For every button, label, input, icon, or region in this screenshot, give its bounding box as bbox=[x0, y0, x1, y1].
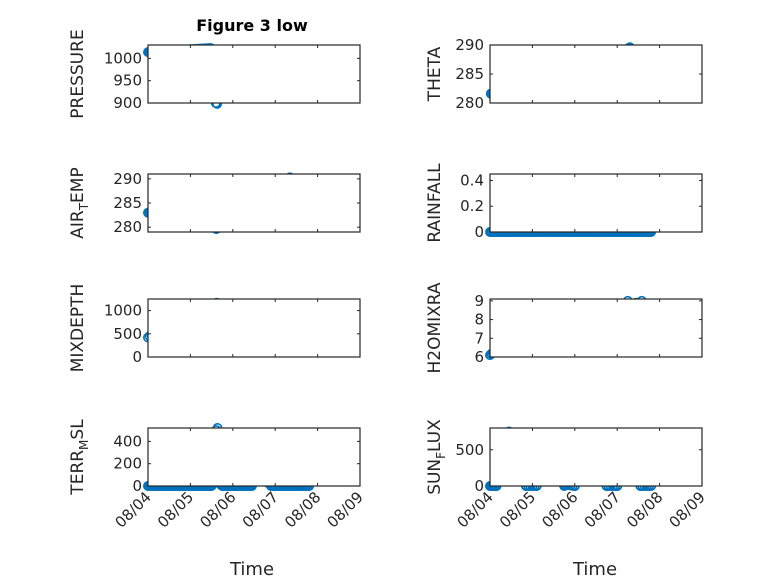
y-tick-label: 9 bbox=[474, 292, 484, 310]
axes-frame bbox=[489, 427, 703, 487]
y-tick-label: 0 bbox=[474, 223, 484, 241]
x-tick-label: 08/07 bbox=[581, 488, 624, 531]
y-tick-label: 7 bbox=[474, 329, 484, 347]
y-tick-label: 400 bbox=[113, 432, 142, 450]
y-tick-label: 200 bbox=[113, 455, 142, 473]
x-tick-label: 08/05 bbox=[154, 488, 197, 531]
y-tick-label: 280 bbox=[455, 94, 484, 112]
y-tick-label: 280 bbox=[113, 218, 142, 236]
subplot-sun_flux: 08/04 08/05 08/06 08/07 08/08 08/090500SUNFLU… bbox=[425, 419, 709, 532]
y-axis-label: MIXDEPTH bbox=[68, 284, 88, 373]
subplot-pressure: 900 950 1000 PRESSURE bbox=[68, 29, 361, 119]
x-tick-label: 08/07 bbox=[239, 488, 282, 531]
x-tick-label: 08/05 bbox=[496, 488, 539, 531]
x-tick-label: 08/08 bbox=[623, 488, 666, 531]
y-tick-label: 500 bbox=[455, 441, 484, 459]
y-tick-label: 0 bbox=[132, 348, 142, 366]
axes-frame bbox=[489, 44, 703, 104]
axes-frame bbox=[147, 44, 361, 104]
subplot-theta: 280 285 290 THETA bbox=[425, 36, 703, 112]
y-tick-label: 500 bbox=[113, 325, 142, 343]
x-tick-label: 08/09 bbox=[324, 488, 367, 531]
y-tick-label: 0 bbox=[474, 477, 484, 495]
y-tick-label: 950 bbox=[113, 72, 142, 90]
y-tick-label: 285 bbox=[113, 194, 142, 212]
y-axis-label: H2OMIXRA bbox=[425, 282, 445, 373]
y-tick-label: 8 bbox=[474, 311, 484, 329]
x-axis-label-right: Time bbox=[572, 559, 617, 580]
y-tick-label: 0 bbox=[132, 477, 142, 495]
x-tick-label: 08/08 bbox=[281, 488, 324, 531]
y-axis-label: THETA bbox=[425, 46, 445, 102]
subplot-air_temp: 280 285 290 AIRTEMP bbox=[68, 167, 361, 239]
axes-frame bbox=[489, 173, 703, 233]
x-tick-label: 08/06 bbox=[538, 488, 581, 531]
y-tick-label: 290 bbox=[455, 36, 484, 54]
subplot-mixdepth: 0 500 1000 MIXDEPTH bbox=[68, 284, 361, 373]
y-tick-label: 0.4 bbox=[460, 171, 484, 189]
subplot-rainfall: 0 0.2 0.4 RAINFALL bbox=[425, 163, 703, 243]
y-tick-label: 900 bbox=[113, 94, 142, 112]
y-tick-label: 285 bbox=[455, 65, 484, 83]
y-axis-label: PRESSURE bbox=[68, 29, 88, 118]
figure-title: Figure 3 low bbox=[196, 16, 308, 35]
subplot-terr_msl: 08/04 08/05 08/06 08/07 08/08 08/090200400TER… bbox=[68, 419, 367, 532]
y-tick-label: 1000 bbox=[104, 302, 142, 320]
axes-frame bbox=[147, 173, 361, 233]
x-tick-label: 08/06 bbox=[196, 488, 239, 531]
y-tick-label: 1000 bbox=[104, 49, 142, 67]
axes-frame bbox=[147, 427, 361, 487]
y-axis-label: AIRTEMP bbox=[68, 167, 91, 238]
y-axis-label: SUNFLUX bbox=[425, 419, 448, 495]
y-tick-label: 290 bbox=[113, 170, 142, 188]
y-axis-label: TERRMSL bbox=[68, 419, 91, 496]
y-tick-label: 0.2 bbox=[460, 197, 484, 215]
x-axis-label-left: Time bbox=[229, 559, 274, 580]
axes-frame bbox=[147, 298, 361, 358]
y-axis-label: RAINFALL bbox=[425, 163, 445, 243]
y-tick-label: 6 bbox=[474, 348, 484, 366]
x-tick-label: 08/09 bbox=[666, 488, 709, 531]
axes-frame bbox=[489, 298, 703, 358]
